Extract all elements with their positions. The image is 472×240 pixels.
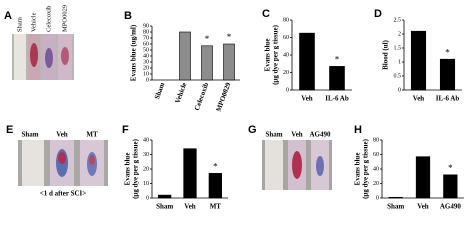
- panel-letter: E: [6, 124, 13, 136]
- y-tick-label: 60: [143, 41, 149, 47]
- y-tick-label: 20: [283, 70, 289, 76]
- photo-a: [12, 34, 74, 80]
- x-tick-label: IL-6 Ab: [325, 95, 349, 103]
- photo-label: AG490: [310, 131, 332, 139]
- bar: [388, 196, 403, 199]
- panel-letter: B: [124, 10, 132, 22]
- y-tick-label: 80: [283, 17, 289, 23]
- y-tick-label: 10: [143, 71, 149, 77]
- significance-mark: *: [445, 47, 450, 57]
- bar: [299, 32, 315, 91]
- y-tick-label: 40: [373, 166, 379, 172]
- y-tick-label: 20: [143, 65, 149, 71]
- y-axis-title: Evans blue: [264, 39, 272, 72]
- bar: [179, 31, 191, 81]
- x-tick-label: Vehicle: [174, 81, 189, 104]
- y-tick-label: 0: [146, 77, 149, 83]
- significance-mark: *: [227, 32, 232, 42]
- x-tick-label: IL-6 Ab: [436, 95, 460, 103]
- x-tick-label: Sham: [387, 203, 404, 211]
- y-tick-label: 1: [398, 59, 401, 65]
- bar: [158, 194, 172, 199]
- x-tick-label: Sham: [156, 203, 173, 211]
- y-tick-label: 60: [283, 35, 289, 41]
- bar: [439, 58, 456, 91]
- y-axis-title: Evans blue: [124, 153, 132, 186]
- page: A B C D E F G H Sham Vehicle Celecoxib MPO0029 Sham V…: [4, 4, 464, 211]
- y-axis-title: (μg dye per g tissue): [362, 138, 370, 199]
- y-tick-label: 2: [398, 31, 401, 37]
- photo-label: Sham: [21, 131, 38, 139]
- x-tick-label: Veh: [417, 203, 429, 211]
- y-tick-label: 2.5: [394, 17, 402, 23]
- panel-letter: F: [122, 124, 129, 136]
- y-tick-label: 30: [143, 152, 149, 158]
- y-tick-label: 40: [143, 53, 149, 59]
- photo-label: MPO0029: [61, 5, 68, 32]
- bar: [208, 173, 222, 199]
- x-tick-label: Sham: [153, 81, 166, 100]
- y-tick-label: 0: [146, 195, 149, 201]
- y-tick-label: 20: [143, 166, 149, 172]
- y-tick-label: 70: [143, 35, 149, 41]
- bar: [329, 66, 345, 91]
- y-tick-label: 90: [143, 23, 149, 29]
- y-tick-label: 40: [143, 137, 149, 143]
- y-tick-label: 0: [398, 87, 401, 93]
- y-tick-label: 40: [283, 52, 289, 58]
- y-axis-title: Evans blue: [354, 153, 362, 186]
- panel-letter: H: [354, 124, 362, 136]
- y-tick-label: 80: [143, 29, 149, 35]
- y-tick-label: 60: [373, 152, 379, 158]
- x-tick-label: Celecoxib: [193, 81, 211, 111]
- photo-g: [262, 140, 332, 190]
- y-tick-label: 30: [143, 59, 149, 65]
- x-tick-label: Veh: [301, 95, 313, 103]
- y-tick-label: 0: [376, 195, 379, 201]
- y-tick-label: 10: [143, 181, 149, 187]
- bar: [415, 156, 431, 199]
- panel-letter: A: [4, 10, 12, 22]
- photo-label: Veh: [56, 131, 68, 139]
- y-axis-title: (μg dye per g tissue): [132, 138, 140, 199]
- bar: [223, 43, 235, 81]
- x-tick-label: MPO0029: [215, 81, 233, 113]
- significance-mark: *: [448, 163, 453, 173]
- y-tick-label: 80: [373, 137, 379, 143]
- y-tick-label: 50: [143, 47, 149, 53]
- panel-letter: C: [262, 8, 270, 20]
- photo-label: Sham: [265, 131, 282, 139]
- x-tick-label: Veh: [184, 203, 196, 211]
- bar: [201, 45, 213, 81]
- y-tick-label: 0: [286, 87, 289, 93]
- photo-e: [18, 140, 108, 186]
- x-tick-label: AG490: [440, 203, 462, 211]
- x-tick-label: MT: [210, 203, 222, 211]
- significance-mark: *: [205, 34, 210, 44]
- bar: [443, 174, 458, 199]
- y-axis-title: (μg dye per g tissue): [272, 24, 280, 85]
- photo-label: Sham: [16, 17, 23, 32]
- photo-label: Celecoxib: [45, 6, 52, 32]
- bar: [183, 148, 197, 199]
- panel-letter: D: [374, 8, 382, 20]
- y-axis-title: Blood (ul): [382, 39, 390, 69]
- photo-label: Vehicle: [30, 12, 37, 32]
- photo-caption: <1 d after SCI>: [40, 190, 87, 198]
- panel-letter: G: [248, 124, 257, 136]
- photo-label: Veh: [291, 131, 303, 139]
- y-tick-label: 1.5: [394, 45, 402, 51]
- x-tick-label: Veh: [413, 95, 425, 103]
- significance-mark: *: [335, 54, 340, 64]
- y-tick-label: 20: [373, 181, 379, 187]
- y-tick-label: 0.5: [394, 73, 402, 79]
- significance-mark: *: [213, 161, 218, 171]
- bar: [410, 30, 427, 91]
- photo-label: MT: [86, 131, 98, 139]
- y-axis-title: Evans blue (ug/ml): [130, 24, 138, 81]
